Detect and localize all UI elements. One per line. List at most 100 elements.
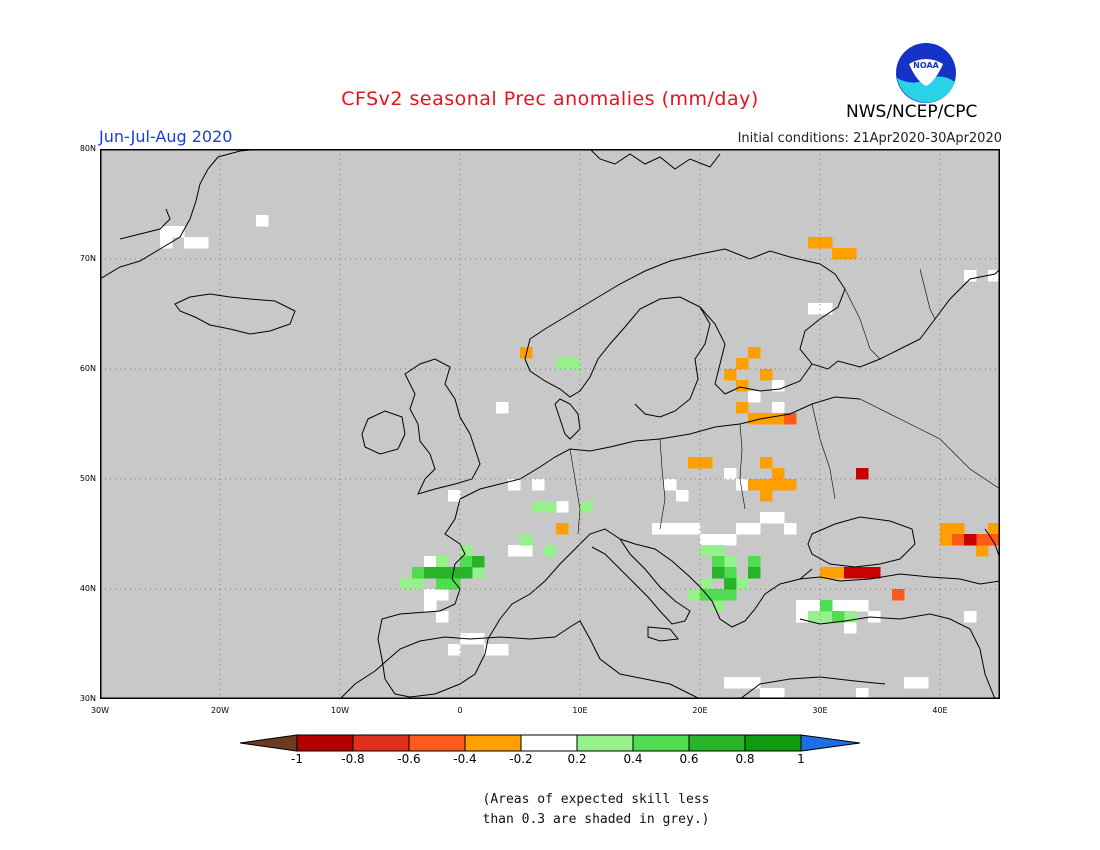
anomaly-cell-white (676, 523, 689, 535)
legend-label: 0.4 (623, 752, 643, 766)
anomaly-cell-orange (772, 479, 785, 491)
lat-tick-40n: 40N (79, 584, 96, 593)
anomaly-cell-white (172, 226, 185, 238)
lat-tick-60n: 60N (79, 364, 96, 373)
color-legend (240, 734, 860, 752)
anomaly-cell-white (496, 644, 509, 656)
anomaly-cell-light-green (544, 545, 557, 557)
anomaly-cell-light-green (472, 567, 485, 579)
anomaly-cell-white (676, 490, 689, 502)
anomaly-cell-white (448, 644, 461, 656)
anomaly-cell-orange (736, 380, 749, 392)
anomaly-cell-white (508, 479, 521, 491)
anomaly-cell-white (856, 688, 869, 699)
anomaly-cell-white (532, 479, 545, 491)
anomaly-cell-orange (772, 413, 785, 425)
anomaly-cell-white (424, 556, 437, 568)
legend-swatch (465, 735, 521, 751)
anomaly-cell-white (904, 677, 917, 689)
anomaly-cell-green (436, 578, 449, 590)
anomaly-cell-white (772, 688, 785, 699)
anomaly-cell-light-green (460, 545, 473, 557)
anomaly-cell-green (832, 611, 845, 623)
anomaly-cell-white (844, 600, 857, 612)
anomaly-cell-light-green (580, 501, 593, 513)
legend-label: -1 (291, 752, 303, 766)
anomaly-cell-white (424, 589, 437, 601)
map-frame (100, 149, 1000, 699)
anomaly-cell-light-green (724, 556, 737, 568)
lat-tick-80n: 80N (79, 144, 96, 153)
anomaly-cell-white (724, 534, 737, 546)
anomaly-cell-orange (724, 369, 737, 381)
lat-tick-70n: 70N (79, 254, 96, 263)
anomaly-cell-white (196, 237, 209, 249)
anomaly-cell-white (796, 600, 809, 612)
anomaly-cell-white (856, 600, 869, 612)
anomaly-cell-light-green (544, 501, 557, 513)
anomaly-cell-red-orange (988, 534, 1000, 546)
anomaly-cell-white (700, 534, 713, 546)
anomaly-cell-white (748, 677, 761, 689)
anomaly-cell-orange (760, 490, 773, 502)
anomaly-cell-light-green (400, 578, 413, 590)
anomaly-cell-white (724, 468, 737, 480)
legend-swatch (409, 735, 465, 751)
anomaly-cell-white (652, 523, 665, 535)
anomaly-cell-white (772, 402, 785, 414)
anomaly-cell-white (724, 677, 737, 689)
anomaly-cell-green (724, 589, 737, 601)
noaa-logo-text: NOAA (913, 61, 939, 70)
lon-tick-10w: 10W (330, 706, 350, 715)
legend-label: 0.6 (679, 752, 699, 766)
anomaly-cell-white (508, 545, 521, 557)
anomaly-cell-white (964, 611, 977, 623)
legend-swatch (745, 735, 801, 751)
anomaly-cell-orange (976, 545, 989, 557)
anomaly-cell-light-green (700, 545, 713, 557)
initial-conditions: Initial conditions: 21Apr2020-30Apr2020 (737, 131, 1002, 146)
anomaly-cell-white (160, 237, 173, 249)
legend-label: -0.2 (509, 752, 533, 766)
lon-tick-40e: 40E (932, 706, 948, 715)
anomaly-cell-red-orange (784, 413, 797, 425)
anomaly-cell-green (748, 556, 761, 568)
anomaly-cell-orange (748, 347, 761, 359)
anomaly-cell-white (772, 380, 785, 392)
gridlines (100, 149, 1000, 699)
anomaly-cells (160, 215, 1000, 699)
legend-swatch (297, 735, 353, 751)
anomaly-cell-orange (736, 402, 749, 414)
anomaly-cell-light-green (436, 556, 449, 568)
lat-tick-30n: 30N (79, 694, 96, 703)
legend-swatch (353, 735, 409, 751)
anomaly-cell-white (448, 490, 461, 502)
anomaly-cell-green (712, 556, 725, 568)
anomaly-cell-white (424, 600, 437, 612)
anomaly-cell-orange (736, 358, 749, 370)
anomaly-cell-white (988, 270, 1000, 282)
anomaly-cell-white (736, 677, 749, 689)
anomaly-cell-red (868, 567, 881, 579)
lon-tick-30w: 30W (90, 706, 110, 715)
lon-tick-20e: 20E (692, 706, 708, 715)
legend-label: -0.8 (341, 752, 365, 766)
legend-label: 0.8 (735, 752, 755, 766)
anomaly-cell-white (664, 479, 677, 491)
anomaly-cell-orange (820, 237, 833, 249)
anomaly-cell-light-green (844, 611, 857, 623)
anomaly-cell-white (496, 402, 509, 414)
anomaly-cell-light-green (808, 611, 821, 623)
anomaly-cell-orange (760, 479, 773, 491)
anomaly-cell-light-green (712, 545, 725, 557)
anomaly-cell-dark-green (424, 567, 437, 579)
anomaly-cell-dark-green (448, 567, 461, 579)
anomaly-cell-white (868, 611, 881, 623)
anomaly-cell-white (916, 677, 929, 689)
anomaly-cell-white (520, 545, 533, 557)
anomaly-cell-light-green (556, 358, 569, 370)
organization-label: NWS/NCEP/CPC (846, 102, 978, 122)
anomaly-cell-green (724, 567, 737, 579)
anomaly-cell-white (664, 523, 677, 535)
anomaly-cell-white (184, 237, 197, 249)
